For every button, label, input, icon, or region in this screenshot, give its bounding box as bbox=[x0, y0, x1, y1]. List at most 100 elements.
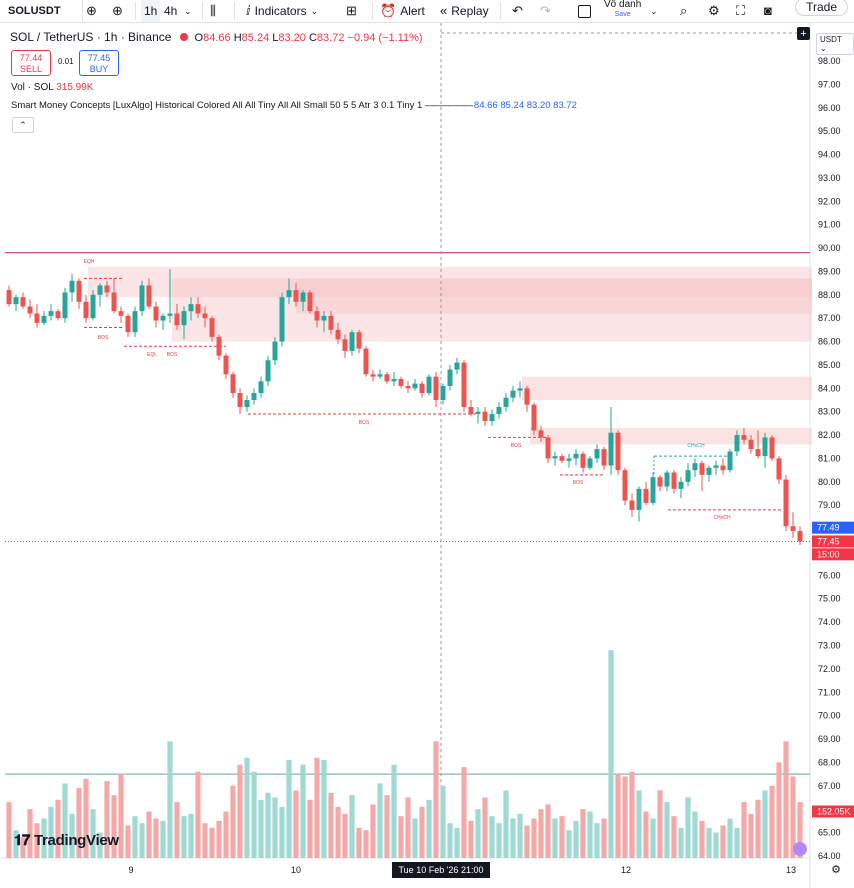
candle-up bbox=[251, 392, 257, 401]
low-value: 83.20 bbox=[278, 32, 306, 44]
price-tick-label: 75.00 bbox=[818, 594, 841, 604]
volume-bar bbox=[363, 830, 369, 858]
collapse-legend-icon[interactable]: ⌃ bbox=[12, 117, 34, 133]
candle-up bbox=[762, 437, 768, 457]
price-tick-label: 91.00 bbox=[818, 220, 841, 230]
trade-button[interactable]: Trade bbox=[795, 0, 848, 16]
add-symbol-icon[interactable]: ⊕ bbox=[112, 3, 123, 18]
volume-bar bbox=[594, 823, 600, 858]
volume-bar bbox=[608, 650, 614, 858]
volume-bar bbox=[118, 774, 124, 858]
alert-button[interactable]: ⏰ Alert bbox=[380, 0, 425, 22]
layout-name[interactable]: Vô danh Save bbox=[604, 0, 641, 20]
price-tag: 152.05K bbox=[817, 806, 851, 816]
quick-search-icon[interactable]: ⌕ bbox=[680, 3, 688, 18]
candle-down bbox=[342, 339, 348, 351]
volume-bar bbox=[692, 811, 698, 858]
volume-bar bbox=[601, 818, 607, 858]
price-tick-label: 86.00 bbox=[818, 337, 841, 347]
price-tick-label: 69.00 bbox=[818, 734, 841, 744]
price-tick-label: 74.00 bbox=[818, 617, 841, 627]
settings-gear-icon[interactable]: ⚙ bbox=[708, 3, 720, 18]
volume-bar bbox=[223, 811, 229, 858]
indicator-legend[interactable]: Smart Money Concepts [LuxAlgo] Historica… bbox=[11, 100, 577, 111]
volume-bar bbox=[34, 823, 40, 858]
volume-bar bbox=[622, 776, 628, 858]
open-label: O bbox=[194, 32, 204, 44]
volume-bar bbox=[27, 809, 33, 858]
candle-down bbox=[433, 376, 439, 401]
price-tick-label: 64.00 bbox=[818, 851, 841, 861]
sell-price: 77.44 bbox=[19, 53, 43, 63]
top-toolbar: SOLUSDT ⊕ ⊕ 1h 4h ⌄ ⫼ ⅈ Indicators ⌄ ⊞ ⏰… bbox=[0, 0, 854, 23]
price-tag-bg bbox=[812, 535, 854, 548]
compare-icon[interactable]: ⊕ bbox=[86, 3, 97, 18]
volume-bar bbox=[230, 785, 236, 858]
candle-down bbox=[741, 435, 747, 440]
layout-checkbox-icon[interactable] bbox=[578, 0, 591, 22]
price-tick-label: 90.00 bbox=[818, 243, 841, 253]
undo-icon[interactable]: ↶ bbox=[512, 3, 523, 18]
price-tick-label: 95.00 bbox=[818, 126, 841, 136]
candle-up bbox=[594, 449, 600, 459]
volume-legend[interactable]: Vol · SOL 315.99K bbox=[11, 82, 93, 93]
volume-bar bbox=[580, 809, 586, 858]
volume-label: Vol · SOL bbox=[11, 82, 54, 93]
symbol-search[interactable]: SOLUSDT bbox=[8, 0, 83, 22]
candle-up bbox=[286, 290, 292, 298]
candle-up bbox=[489, 414, 495, 422]
buy-button[interactable]: 77.45 BUY bbox=[79, 50, 119, 76]
candle-up bbox=[132, 311, 138, 333]
crosshair-time-bg bbox=[392, 862, 490, 878]
candle-down bbox=[405, 385, 411, 389]
camera-icon[interactable]: ◙ bbox=[764, 3, 772, 18]
candle-down bbox=[748, 439, 754, 450]
open-value: 84.66 bbox=[203, 32, 231, 44]
price-chart[interactable]: EQH BOS EQL BOS BOS BOS BOS CHoCH CHoCH 98.00 97.0… bbox=[0, 23, 854, 888]
candle-up bbox=[188, 304, 194, 312]
volume-bar bbox=[139, 823, 145, 858]
candle-down bbox=[384, 374, 390, 382]
volume-bar bbox=[643, 811, 649, 858]
volume-bar bbox=[370, 804, 376, 858]
indicators-label: Indicators bbox=[254, 4, 307, 18]
candle-up bbox=[510, 390, 516, 398]
volume-bar bbox=[573, 820, 579, 858]
interval-dropdown-icon[interactable]: ⌄ bbox=[184, 6, 192, 16]
price-tick-label: 70.00 bbox=[818, 711, 841, 721]
indicators-button[interactable]: ⅈ Indicators ⌄ bbox=[246, 0, 318, 22]
volume-bar bbox=[720, 825, 726, 858]
volume-bar bbox=[321, 760, 327, 858]
candle-down bbox=[419, 383, 425, 393]
time-tick-label: 9 bbox=[128, 865, 133, 875]
currency-selector[interactable]: USDT ⌄ bbox=[816, 33, 854, 55]
volume-bar bbox=[69, 813, 75, 858]
candle-up bbox=[258, 381, 264, 393]
replay-button[interactable]: « Replay bbox=[440, 0, 489, 22]
fullscreen-icon[interactable]: ⛶ bbox=[736, 3, 746, 18]
tradingview-logo[interactable]: 𝟏𝟕 TradingView bbox=[14, 832, 119, 849]
candle-up bbox=[496, 407, 502, 415]
candle-up bbox=[587, 458, 593, 468]
candle-style-icon[interactable]: ⫼ bbox=[210, 3, 216, 18]
candle-down bbox=[580, 453, 586, 468]
candle-down bbox=[769, 437, 775, 459]
price-tag: 15:00 bbox=[817, 549, 840, 559]
interval-4h[interactable]: 4h bbox=[164, 4, 178, 18]
interval-1h[interactable]: 1h bbox=[141, 0, 161, 22]
templates-icon[interactable]: ⊞ bbox=[346, 3, 357, 18]
redo-icon[interactable]: ↷ bbox=[540, 3, 551, 18]
volume-bar bbox=[419, 806, 425, 858]
candle-up bbox=[272, 341, 278, 361]
sell-button[interactable]: 77.44 SELL bbox=[11, 50, 51, 76]
volume-bar bbox=[531, 818, 537, 858]
volume-bar bbox=[314, 757, 320, 858]
symbol-title[interactable]: SOL / TetherUS · 1h · Binance bbox=[10, 30, 172, 44]
layout-dropdown-icon[interactable]: ⌄ bbox=[650, 6, 658, 16]
candle-up bbox=[167, 313, 173, 316]
volume-bar bbox=[237, 764, 243, 858]
alert-label: Alert bbox=[400, 4, 425, 18]
smc-label: BOS bbox=[573, 480, 584, 486]
price-tick-label: 76.00 bbox=[818, 570, 841, 580]
candle-down bbox=[195, 304, 201, 314]
